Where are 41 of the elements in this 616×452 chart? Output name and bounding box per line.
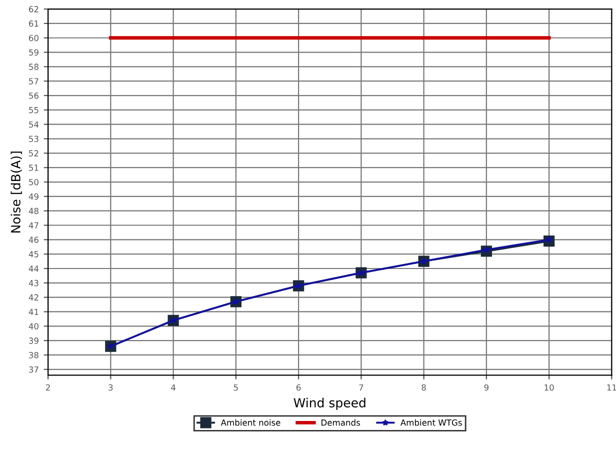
y-tick-label: 61 [29, 20, 38, 27]
x-tick-label: 2 [46, 384, 50, 391]
x-tick-label: 9 [484, 384, 488, 391]
x-axis-title: Wind speed [294, 398, 366, 410]
y-tick-label: 54 [29, 121, 39, 128]
x-tick-label: 10 [544, 384, 554, 391]
legend-label: Ambient WTGs [400, 419, 462, 426]
y-tick-label: 44 [28, 266, 39, 272]
y-tick-label: 42 [28, 294, 38, 300]
legend-label: Demands [322, 419, 360, 426]
y-tick-label: 60 [29, 34, 38, 42]
x-tick-label: 7 [359, 384, 364, 391]
x-tick-label: 4 [171, 384, 176, 391]
x-tick-label: 11 [607, 384, 616, 391]
y-tick-label: 38 [29, 352, 38, 358]
y-tick-label: 41 [28, 308, 38, 315]
y-tick-label: 48 [28, 208, 38, 214]
y-tick-label: 45 [28, 251, 38, 258]
y-tick-label: 52 [29, 150, 38, 156]
y-axis-title: Noise [dB(A)] [10, 152, 22, 232]
y-tick-label: 55 [29, 107, 38, 114]
y-tick-label: 37 [29, 366, 38, 373]
y-tick-label: 51 [29, 164, 38, 171]
y-tick-label: 46 [28, 236, 38, 243]
y-tick-label: 39 [29, 338, 38, 344]
y-tick-label: 43 [28, 280, 38, 286]
y-tick-label: 59 [29, 49, 38, 56]
y-tick-label: 40 [28, 323, 38, 330]
x-tick-label: 3 [108, 384, 113, 391]
y-tick-label: 62 [29, 6, 38, 12]
legend-label: Ambient noise [220, 419, 280, 426]
x-tick-label: 8 [422, 384, 426, 391]
y-tick-label: 57 [29, 78, 38, 84]
y-tick-label: 53 [29, 136, 38, 142]
y-tick-label: 58 [29, 64, 38, 70]
y-tick-label: 47 [28, 222, 38, 228]
y-tick-label: 49 [28, 193, 38, 200]
y-tick-label: 56 [29, 92, 38, 99]
x-tick-label: 6 [296, 384, 301, 391]
x-tick-label: 5 [234, 384, 238, 391]
y-tick-label: 50 [29, 178, 38, 186]
